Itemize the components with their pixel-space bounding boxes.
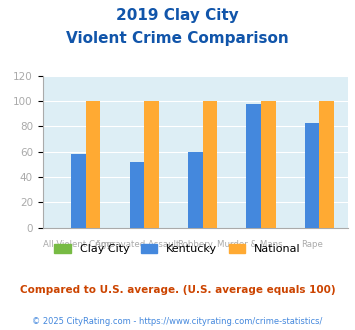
Bar	[71, 154, 86, 228]
Bar	[246, 104, 261, 228]
Bar	[261, 101, 275, 228]
Legend: Clay City, Kentucky, National: Clay City, Kentucky, National	[50, 239, 305, 258]
Text: © 2025 CityRating.com - https://www.cityrating.com/crime-statistics/: © 2025 CityRating.com - https://www.city…	[32, 317, 323, 326]
Text: 2019 Clay City: 2019 Clay City	[116, 8, 239, 23]
Bar	[203, 101, 217, 228]
Text: All Violent Crime: All Violent Crime	[43, 240, 114, 249]
Text: Aggravated Assault: Aggravated Assault	[95, 240, 179, 249]
Bar	[86, 101, 100, 228]
Text: Murder & Mans...: Murder & Mans...	[217, 240, 290, 249]
Bar	[130, 162, 144, 228]
Bar	[144, 101, 159, 228]
Text: Violent Crime Comparison: Violent Crime Comparison	[66, 31, 289, 46]
Text: Rape: Rape	[301, 240, 323, 249]
Bar	[305, 123, 320, 228]
Bar	[320, 101, 334, 228]
Text: Compared to U.S. average. (U.S. average equals 100): Compared to U.S. average. (U.S. average …	[20, 285, 335, 295]
Text: Robbery: Robbery	[177, 240, 213, 249]
Bar	[188, 152, 203, 228]
